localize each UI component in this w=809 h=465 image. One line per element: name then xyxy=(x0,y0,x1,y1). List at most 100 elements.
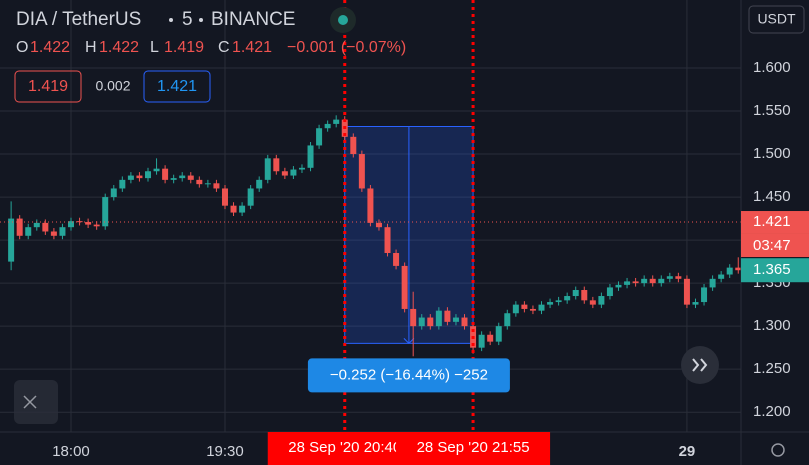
candle-body xyxy=(273,158,280,172)
candle-body xyxy=(641,278,648,284)
candle-body xyxy=(709,278,716,288)
y-tick-label: 1.250 xyxy=(753,360,791,377)
candle-body xyxy=(239,205,246,213)
candle-body xyxy=(127,175,134,180)
measure-label-box xyxy=(307,358,510,393)
candle-body xyxy=(119,179,126,189)
scroll-icon[interactable] xyxy=(692,358,708,372)
candle-body xyxy=(221,188,228,206)
measure-arrow xyxy=(403,338,415,345)
candle-body xyxy=(675,276,682,279)
symbol: DIA / TetherUS xyxy=(16,9,141,30)
candle-body xyxy=(555,300,562,303)
candle-body xyxy=(701,287,708,303)
mark-label: 1.365 xyxy=(753,261,791,278)
bid-box[interactable] xyxy=(14,70,82,103)
axes: 1.2001.2501.3001.3501.4001.4501.5001.550… xyxy=(52,59,809,460)
candle-body xyxy=(187,175,194,180)
candle-body xyxy=(375,222,382,228)
scroll-button[interactable] xyxy=(681,346,719,384)
price-badge xyxy=(741,211,809,234)
candle-body xyxy=(333,119,340,124)
candle-body xyxy=(512,304,519,314)
marker-badge xyxy=(396,432,551,465)
candle-body xyxy=(153,168,160,172)
y-tick-label: 1.300 xyxy=(753,317,791,334)
x-tick-label: 29 xyxy=(679,443,696,460)
ask-box[interactable] xyxy=(143,70,211,103)
candle-body xyxy=(615,284,622,288)
exchange: BINANCE xyxy=(211,9,295,30)
candle-body xyxy=(230,205,237,213)
candle-body xyxy=(298,167,305,170)
candle-body xyxy=(461,317,468,327)
ohlc-letter: L xyxy=(150,39,159,56)
change: −0.001 (−0.07%) xyxy=(287,39,406,56)
price-label: 1.421 xyxy=(753,213,791,230)
ask[interactable]: 1.421 xyxy=(157,78,197,95)
candle-body xyxy=(68,221,75,228)
separator xyxy=(169,18,173,22)
measure-label: −0.252 (−16.44%) −252 xyxy=(330,366,488,383)
candle-body xyxy=(564,296,571,301)
x-tick-label: 18:00 xyxy=(52,443,90,460)
candle-body xyxy=(324,123,331,129)
ohlc-value: 1.422 xyxy=(99,39,139,56)
candle-body xyxy=(281,171,288,176)
candle-body xyxy=(247,188,254,206)
candle-body xyxy=(256,179,263,189)
x-tick-label: 19:30 xyxy=(206,443,244,460)
candle-body xyxy=(632,281,639,284)
candle-body xyxy=(393,253,400,266)
candle-body xyxy=(8,218,15,262)
settings-icon[interactable] xyxy=(771,443,785,457)
candle-body xyxy=(25,227,32,236)
candle-body xyxy=(42,222,49,232)
status-dot[interactable] xyxy=(338,15,348,25)
ohlc-value: 1.422 xyxy=(30,39,70,56)
mark-badge xyxy=(741,258,809,283)
candle-body xyxy=(264,158,271,180)
marker-label: 28 Sep '20 21:55 xyxy=(417,439,530,456)
candle-body xyxy=(170,178,177,180)
candle-body xyxy=(162,168,169,180)
candle-body xyxy=(726,267,733,275)
separator xyxy=(199,18,203,22)
currency-box[interactable] xyxy=(748,5,805,34)
close-widget[interactable] xyxy=(14,380,58,424)
candle-body xyxy=(735,267,741,271)
candle-body xyxy=(144,171,151,179)
y-tick-label: 1.600 xyxy=(753,59,791,76)
candle-body xyxy=(93,224,100,227)
ohlc-value: 1.421 xyxy=(232,39,272,56)
candle-body xyxy=(204,183,211,185)
candle-body xyxy=(649,278,656,284)
marker-label: 28 Sep '20 20:40 xyxy=(288,439,401,456)
ohlc-letter: O xyxy=(16,39,28,56)
candle-body xyxy=(196,179,203,185)
candle-body xyxy=(435,310,442,327)
candle-body xyxy=(538,304,545,311)
candle-body xyxy=(718,274,725,279)
candle-body xyxy=(33,222,40,228)
candle-body xyxy=(85,222,92,225)
candle-body xyxy=(452,317,459,322)
candle-body xyxy=(350,136,357,155)
candle-body xyxy=(666,276,673,279)
candle-body xyxy=(50,231,57,236)
close-icon[interactable] xyxy=(23,395,37,409)
candle-body xyxy=(529,308,536,311)
candle-body xyxy=(307,145,314,168)
candle-body xyxy=(16,218,23,236)
candle-body xyxy=(316,128,323,146)
candle-body xyxy=(290,169,297,176)
candle-body xyxy=(606,287,613,297)
candle-body xyxy=(589,300,596,305)
candle-body xyxy=(410,308,417,327)
candle-body xyxy=(102,197,109,227)
candle-body xyxy=(581,290,588,301)
candle-body xyxy=(478,334,485,348)
currency[interactable]: USDT xyxy=(757,11,796,27)
bid[interactable]: 1.419 xyxy=(28,78,68,95)
